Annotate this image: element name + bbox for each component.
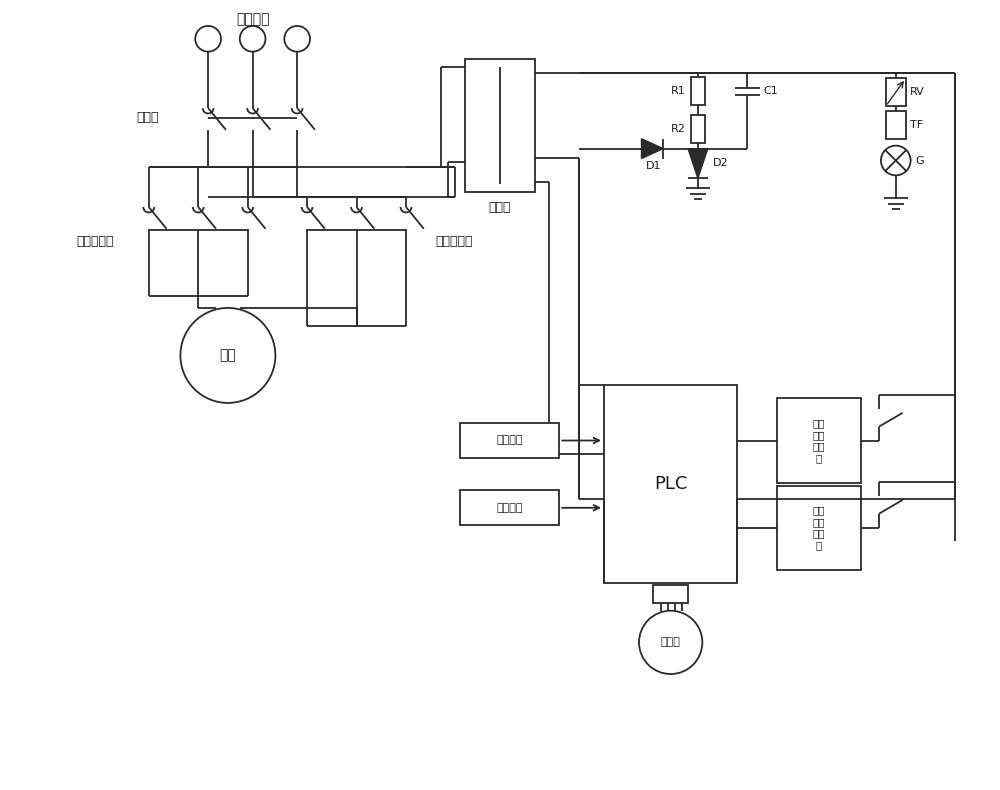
Text: D1: D1 xyxy=(646,161,661,171)
Circle shape xyxy=(284,26,310,51)
Text: G: G xyxy=(916,156,924,165)
Text: D2: D2 xyxy=(713,159,728,168)
Text: R1: R1 xyxy=(671,86,686,96)
Circle shape xyxy=(180,308,275,403)
Text: 正转开关: 正转开关 xyxy=(497,435,523,446)
Bar xyxy=(691,115,705,143)
Bar xyxy=(777,398,861,483)
Text: 反转
接触
器线
圈: 反转 接触 器线 圈 xyxy=(813,505,825,550)
Circle shape xyxy=(195,26,221,51)
Text: C1: C1 xyxy=(763,86,778,96)
Text: PLC: PLC xyxy=(654,475,687,493)
Bar xyxy=(465,58,535,192)
Bar xyxy=(886,111,906,139)
Bar xyxy=(777,486,861,570)
Polygon shape xyxy=(641,139,663,159)
Text: 正转
接触
器线
圈: 正转 接触 器线 圈 xyxy=(813,418,825,463)
Text: 反转开关: 反转开关 xyxy=(497,502,523,513)
Circle shape xyxy=(639,611,702,674)
Bar xyxy=(886,78,906,106)
Bar xyxy=(460,423,559,458)
Text: 反转接触器: 反转接触器 xyxy=(436,235,473,248)
Text: 变压器: 变压器 xyxy=(489,201,511,213)
Circle shape xyxy=(240,26,266,51)
Bar xyxy=(691,77,705,105)
Text: 编码器: 编码器 xyxy=(661,638,681,647)
Text: 正转接触器: 正转接触器 xyxy=(77,235,114,248)
Text: R2: R2 xyxy=(671,124,686,134)
Polygon shape xyxy=(688,149,708,179)
Text: 电机: 电机 xyxy=(220,348,236,363)
Text: TF: TF xyxy=(910,120,923,130)
Text: 总开关: 总开关 xyxy=(136,111,159,125)
Bar xyxy=(460,491,559,525)
Text: RV: RV xyxy=(910,87,924,97)
Bar xyxy=(604,385,737,583)
Circle shape xyxy=(881,145,911,175)
Bar xyxy=(653,585,688,603)
Text: 控制电源: 控制电源 xyxy=(236,12,269,26)
